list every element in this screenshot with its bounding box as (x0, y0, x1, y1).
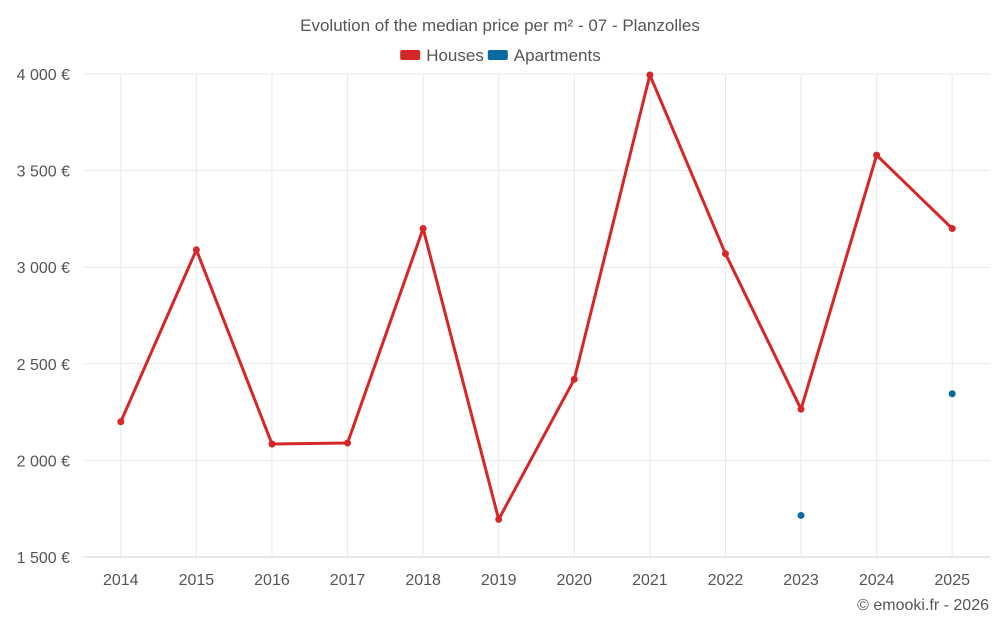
x-tick-label: 2019 (481, 572, 517, 589)
data-point (948, 225, 956, 233)
x-tick-label: 2020 (556, 572, 592, 589)
data-point (344, 439, 352, 447)
data-point (646, 71, 654, 79)
legend-item-houses: Houses (400, 46, 484, 65)
series-layer (117, 71, 956, 523)
x-tick-label: 2015 (179, 572, 215, 589)
data-point (948, 390, 956, 398)
legend: Houses Apartments (400, 46, 601, 65)
x-tick-label: 2025 (934, 572, 970, 589)
series-line (119, 73, 954, 521)
y-tick-label: 1 500 € (17, 550, 70, 567)
legend-swatch (487, 50, 508, 60)
legend-swatch (400, 50, 421, 60)
data-point (419, 225, 427, 233)
data-point (117, 418, 125, 426)
x-tick-label: 2018 (405, 572, 441, 589)
grid (83, 73, 990, 557)
data-point (797, 511, 805, 519)
data-point (721, 250, 729, 258)
data-point (495, 515, 503, 523)
y-tick-label: 2 500 € (17, 357, 70, 374)
x-tick-label: 2014 (103, 572, 139, 589)
legend-label: Houses (426, 46, 484, 65)
x-axis: 2014 2015 2016 2017 2018 2019 2020 2021 2022 2023… (83, 556, 990, 589)
x-tick-label: 2021 (632, 572, 668, 589)
y-tick-label: 3 000 € (17, 260, 70, 277)
x-tick-label: 2024 (859, 572, 895, 589)
x-tick-label: 2016 (254, 572, 290, 589)
data-point (873, 151, 881, 159)
data-point (268, 440, 276, 448)
y-tick-label: 2 000 € (17, 453, 70, 470)
legend-item-apartments: Apartments (487, 46, 601, 65)
y-tick-label: 3 500 € (17, 164, 70, 181)
credit-text: © emooki.fr - 2026 (857, 597, 989, 614)
y-axis: 1 500 € 2 000 € 2 500 € 3 000 € 3 500 € 4 000… (17, 67, 70, 567)
series-houses (117, 71, 956, 523)
x-tick-label: 2022 (708, 572, 744, 589)
series-apartments (797, 390, 956, 519)
data-point (797, 405, 805, 413)
data-point (192, 246, 200, 254)
legend-label: Apartments (514, 46, 601, 65)
chart-title: Evolution of the median price per m² - 0… (300, 16, 700, 35)
x-tick-label: 2023 (783, 572, 819, 589)
data-point (570, 375, 578, 383)
x-tick-label: 2017 (330, 572, 366, 589)
y-tick-label: 4 000 € (17, 67, 70, 84)
